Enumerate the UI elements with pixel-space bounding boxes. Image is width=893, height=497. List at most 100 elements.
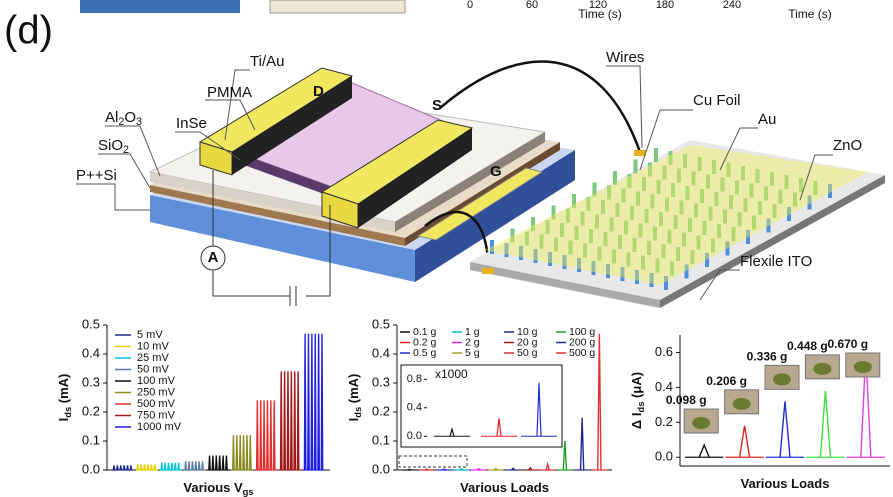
- y-tick-label: 0.4: [655, 379, 673, 394]
- diagram-label: S: [432, 97, 442, 114]
- x-axis-label: Various Loads: [741, 476, 830, 491]
- diagram-label-part: P++Si: [76, 167, 117, 184]
- diagram-label: D: [313, 83, 324, 100]
- spike: [408, 469, 411, 470]
- spike: [287, 371, 288, 470]
- legend-label: 10 mV: [137, 340, 169, 352]
- spike: [178, 463, 179, 470]
- x-axis-label: Various Vgs: [183, 480, 253, 497]
- y-tick-label: 0.2: [655, 414, 673, 429]
- load-object: [854, 361, 872, 373]
- load-label: 0.206 g: [706, 374, 747, 388]
- diagram-label-part: A: [208, 249, 219, 266]
- diagram-label: Flexile ITO: [740, 253, 812, 270]
- legend-label: 750 mV: [137, 409, 176, 421]
- image-strip: [270, 0, 405, 13]
- y-tick-label: 0.0: [655, 449, 673, 464]
- y-axis-label-part: (mA): [56, 374, 71, 407]
- diagram-label-part: D: [313, 83, 324, 100]
- spike: [274, 400, 275, 470]
- y-tick-label: 0.2: [372, 403, 390, 418]
- load-label: 0.448 g: [787, 339, 828, 353]
- y-axis-label-part: ds: [63, 407, 73, 418]
- y-tick-label: 0.4: [372, 345, 390, 360]
- spike: [154, 464, 155, 470]
- legend-label: 50 g: [517, 347, 538, 359]
- pillar: [654, 148, 658, 162]
- spike: [294, 371, 295, 470]
- diagram-label-part: Cu Foil: [693, 92, 741, 109]
- device-diagram: [76, 61, 885, 308]
- spike: [581, 418, 584, 470]
- contact: [482, 268, 494, 274]
- spike: [209, 456, 210, 471]
- load-object: [733, 398, 751, 410]
- spike: [321, 334, 322, 470]
- spike: [192, 461, 193, 470]
- legend-label: 100 mV: [137, 375, 176, 387]
- spike: [195, 461, 196, 470]
- spike: [598, 334, 601, 470]
- spike: [141, 464, 142, 470]
- diagram-label: A: [208, 249, 219, 266]
- spike: [175, 463, 176, 470]
- diagram-label-part: Au: [758, 111, 776, 128]
- diagram-label-part: ZnO: [833, 137, 862, 154]
- figure: (d)060120180240Time (s)Time (s)Ti/AuPMMA…: [0, 0, 893, 497]
- y-tick-label: 0.1: [82, 432, 100, 447]
- spike: [240, 435, 241, 470]
- legend-label: 250 mV: [137, 386, 176, 398]
- spike: [780, 401, 790, 457]
- y-tick-label: 0.5: [82, 316, 100, 331]
- spike: [263, 400, 264, 470]
- spike: [443, 469, 446, 470]
- load-label: 0.098 g: [666, 393, 707, 407]
- spike: [127, 465, 128, 470]
- leader: [606, 66, 642, 148]
- spike: [219, 456, 220, 471]
- spike: [257, 400, 258, 470]
- legend-label: 0.5 g: [413, 347, 437, 359]
- inset-tick-label: 0.0: [407, 430, 422, 442]
- diagram-label-part: InSe: [176, 115, 207, 132]
- diagram-label-part: Ti/Au: [250, 53, 284, 70]
- spike: [284, 371, 285, 470]
- spike: [315, 334, 316, 470]
- spike: [563, 441, 566, 470]
- top-axis-title: Time (s): [578, 7, 622, 21]
- diagram-label: Al2O3: [105, 109, 142, 128]
- spike: [820, 391, 830, 457]
- spike: [137, 464, 138, 470]
- spike: [267, 400, 268, 470]
- diagram-label-part: O: [124, 109, 136, 126]
- diagram-label-part: G: [490, 163, 502, 180]
- x-axis-label-part: Various Loads: [460, 480, 549, 495]
- top-tick-label: 180: [656, 0, 674, 11]
- spike: [147, 464, 148, 470]
- diagram-label-part: 2: [123, 144, 129, 156]
- diagram-label-part: Wires: [606, 49, 644, 66]
- load-object: [813, 363, 831, 375]
- spike: [699, 445, 709, 457]
- load-label: 0.670 g: [827, 337, 868, 351]
- spike: [216, 456, 217, 471]
- spike: [308, 334, 309, 470]
- x-axis-label-part: Various Loads: [741, 476, 830, 491]
- y-axis-label: Ids (mA): [346, 374, 363, 422]
- diagram-label-part: PMMA: [207, 84, 252, 101]
- legend-label: 1000 mV: [137, 421, 182, 433]
- spike: [226, 456, 227, 471]
- panel-label: (d): [4, 9, 53, 53]
- legend-label: 50 mV: [137, 363, 169, 375]
- spike: [281, 371, 282, 470]
- y-axis-label-part: (mA): [346, 374, 361, 407]
- spike: [222, 456, 223, 471]
- y-axis-label-part: Δ I: [629, 412, 644, 429]
- spike: [144, 464, 145, 470]
- spike: [246, 435, 247, 470]
- top-images: [80, 0, 405, 13]
- legend-label: 500 mV: [137, 398, 176, 410]
- legend-label: 5 g: [465, 347, 480, 359]
- diagram-label: InSe: [176, 115, 207, 132]
- spike: [168, 463, 169, 470]
